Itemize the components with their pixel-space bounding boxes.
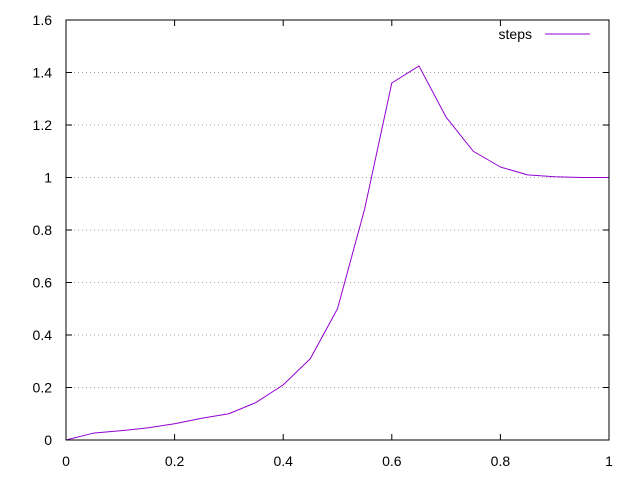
grid-layer [66, 72, 609, 388]
y-tick-label: 0.4 [33, 327, 53, 343]
y-tick-label: 1.4 [33, 65, 53, 81]
y-tick-label: 1.2 [33, 117, 53, 133]
x-tick-label: 0.4 [273, 453, 293, 469]
x-tick-label: 0.8 [491, 453, 511, 469]
y-tick-label: 1.6 [33, 12, 53, 28]
y-tick-label: 0.8 [33, 222, 53, 238]
y-tick-label: 0.6 [33, 275, 53, 291]
legend-label-steps: steps [499, 26, 532, 42]
legend: steps [499, 26, 590, 42]
series-layer [65, 65, 609, 441]
x-tick-labels: 0 0.2 0.4 0.6 0.8 1 [62, 453, 613, 469]
y-tick-labels: 0 0.2 0.4 0.6 0.8 1 1.2 1.4 1.6 [33, 12, 53, 448]
tick-layer [65, 19, 610, 441]
y-tick-label: 0 [44, 432, 52, 448]
series-line-steps [65, 65, 609, 441]
x-tick-label: 0.2 [165, 453, 185, 469]
plot-frame [65, 19, 610, 441]
y-tick-label: 0.2 [33, 380, 53, 396]
x-tick-label: 1 [605, 453, 613, 469]
x-tick-label: 0.6 [382, 453, 402, 469]
x-tick-label: 0 [62, 453, 70, 469]
y-tick-label: 1 [44, 170, 52, 186]
